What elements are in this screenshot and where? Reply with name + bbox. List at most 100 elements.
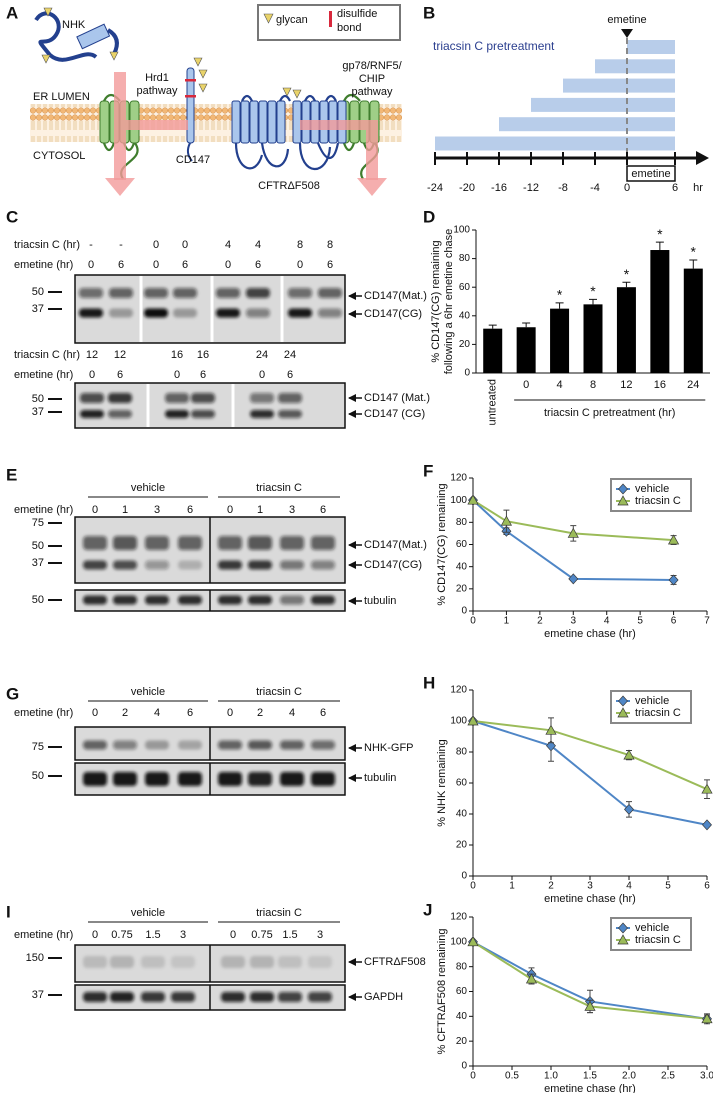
window-label: emetine: [631, 168, 670, 180]
x-tick-label: -20: [459, 182, 475, 194]
band: [83, 595, 107, 605]
timeline-title: triacsin C pretreatment: [433, 39, 555, 53]
band: [145, 772, 169, 786]
band: [250, 410, 274, 418]
band: [110, 992, 134, 1002]
band: [165, 393, 189, 403]
mw-marker: 75: [32, 741, 44, 753]
mw-marker: 37: [32, 406, 44, 418]
legend-label: disulfide: [337, 8, 377, 20]
emetine-marker: [621, 29, 633, 38]
x-tick-label: 1.0: [544, 1071, 558, 1082]
band: [79, 308, 103, 318]
x-tick-label: 3: [571, 616, 577, 627]
lane-label: 0.75: [251, 929, 272, 941]
x-tick-label: -24: [427, 182, 443, 194]
lane-label: 6: [187, 707, 193, 719]
lane-label: 6: [320, 504, 326, 516]
lane-label: 1.5: [282, 929, 297, 941]
legend-marker: [618, 922, 628, 934]
y-tick-label: 0: [461, 606, 467, 617]
cd147-protein: [198, 83, 208, 93]
band: [246, 308, 270, 318]
band: [113, 740, 137, 750]
band: [141, 992, 165, 1002]
series-line: [472, 720, 708, 791]
mw-marker: 150: [26, 952, 44, 964]
lane-label: 0: [88, 259, 94, 271]
pretreatment-bar: [435, 136, 675, 151]
lane-label: 1: [257, 504, 263, 516]
x-tick-label: -16: [491, 182, 507, 194]
panel-label: H: [423, 673, 435, 692]
y-tick-label: 40: [456, 809, 468, 820]
cftr-protein: [231, 100, 241, 144]
cftr-protein: [292, 100, 302, 144]
lane-label: 3: [154, 504, 160, 516]
band-label: CD147(CG): [364, 559, 422, 571]
band: [79, 288, 103, 298]
y-tick-label: 80: [459, 253, 471, 264]
lane-separator: [210, 276, 214, 342]
x-tick-label: 0.5: [505, 1071, 519, 1082]
band: [144, 288, 168, 298]
band: [218, 595, 242, 605]
band: [248, 560, 272, 570]
band: [246, 288, 270, 298]
band: [218, 740, 242, 750]
lane-label: 0: [182, 239, 188, 251]
lane-label: 12: [86, 349, 98, 361]
band: [278, 956, 302, 968]
band-label: NHK-GFP: [364, 742, 414, 754]
mw-marker: 50: [32, 540, 44, 552]
degradation-arrow: [114, 72, 126, 180]
x-tick-label: -8: [558, 182, 568, 194]
band: [278, 992, 302, 1002]
band: [216, 288, 240, 298]
cftr-protein: [292, 89, 302, 99]
data-point: [525, 973, 538, 984]
hrd1-complex: [99, 100, 110, 144]
legend-box: [263, 13, 274, 24]
band: [113, 772, 137, 786]
lane-label: 1: [122, 504, 128, 516]
band: [110, 956, 134, 968]
lane-label: 6: [200, 369, 206, 381]
legend-marker: [617, 707, 629, 718]
legend-box: [329, 11, 332, 27]
cftr-protein: [267, 100, 277, 144]
panel-label: J: [423, 900, 432, 919]
cftr-protein: [276, 100, 286, 144]
degradation-arrow: [357, 178, 387, 196]
band: [191, 393, 215, 403]
row-label: emetine (hr): [14, 707, 73, 719]
band: [173, 288, 197, 298]
band-label: CD147 (Mat.): [364, 392, 430, 404]
band: [108, 410, 132, 418]
cd147-protein: [185, 95, 196, 98]
lane-label: 3: [289, 504, 295, 516]
x-tick-label: 3: [587, 881, 593, 892]
band: [83, 992, 107, 1002]
cd147-protein: [193, 57, 203, 67]
band: [221, 992, 245, 1002]
band: [145, 536, 169, 550]
legend-marker: [617, 495, 629, 506]
data-point: [623, 749, 635, 760]
x-tick-label: 8: [590, 379, 596, 391]
data-point: [467, 494, 479, 505]
x-tick-label: 0: [624, 182, 630, 194]
band: [178, 536, 202, 550]
nhk-protein: [106, 28, 119, 55]
y-tick-label: 120: [450, 912, 467, 923]
legend-marker: [618, 483, 628, 495]
pathway-label: pathway: [352, 86, 393, 98]
lane-label: 6: [287, 369, 293, 381]
band: [80, 393, 104, 403]
lane-label: 1.5: [145, 929, 160, 941]
y-tick-label: 0: [464, 368, 470, 379]
lane-label: 0: [230, 929, 236, 941]
row-label: emetine (hr): [14, 504, 73, 516]
y-tick-label: 100: [450, 716, 467, 727]
band: [311, 772, 335, 786]
